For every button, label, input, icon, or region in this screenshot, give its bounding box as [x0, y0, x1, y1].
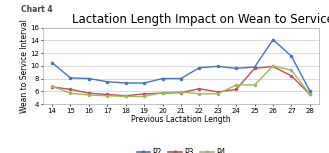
P2 — [308, 90, 312, 92]
P2 — [142, 82, 146, 84]
P4 — [290, 69, 293, 71]
P2 — [105, 81, 109, 83]
P3 — [124, 95, 128, 97]
P4 — [68, 92, 72, 94]
P4 — [161, 92, 164, 93]
P2 — [50, 62, 54, 63]
P2 — [161, 78, 164, 79]
P3 — [234, 88, 238, 90]
X-axis label: Previous Lactation Length: Previous Lactation Length — [131, 115, 231, 124]
P2 — [253, 66, 257, 68]
P3 — [253, 67, 257, 69]
P3 — [105, 93, 109, 95]
Line: P2: P2 — [51, 39, 311, 92]
P2 — [197, 67, 201, 69]
P3 — [142, 93, 146, 95]
P4 — [87, 94, 91, 96]
P3 — [308, 93, 312, 95]
P3 — [179, 92, 183, 93]
P4 — [308, 93, 312, 95]
P2 — [87, 78, 91, 79]
Line: P3: P3 — [51, 65, 311, 97]
P4 — [50, 85, 54, 87]
P2 — [234, 67, 238, 69]
P2 — [290, 55, 293, 57]
P4 — [124, 95, 128, 97]
P2 — [124, 82, 128, 84]
P4 — [179, 91, 183, 93]
P2 — [216, 65, 220, 67]
P4 — [216, 93, 220, 95]
P3 — [50, 86, 54, 88]
P4 — [253, 84, 257, 86]
P4 — [105, 95, 109, 97]
Y-axis label: Wean to Service Interval: Wean to Service Interval — [20, 19, 29, 113]
P2 — [179, 78, 183, 79]
Line: P4: P4 — [51, 65, 311, 97]
Title: Lactation Length Impact on Wean to Service: Lactation Length Impact on Wean to Servi… — [72, 13, 329, 26]
Text: Chart 4: Chart 4 — [21, 5, 52, 14]
P4 — [142, 95, 146, 97]
P4 — [197, 93, 201, 95]
P4 — [234, 84, 238, 86]
P2 — [271, 39, 275, 41]
P3 — [197, 88, 201, 90]
P3 — [290, 75, 293, 77]
Legend: P2, P3, P4: P2, P3, P4 — [134, 145, 228, 153]
P3 — [68, 88, 72, 90]
P3 — [161, 92, 164, 94]
P4 — [271, 65, 275, 67]
P3 — [87, 92, 91, 94]
P3 — [216, 91, 220, 93]
P3 — [271, 65, 275, 67]
P2 — [68, 77, 72, 79]
